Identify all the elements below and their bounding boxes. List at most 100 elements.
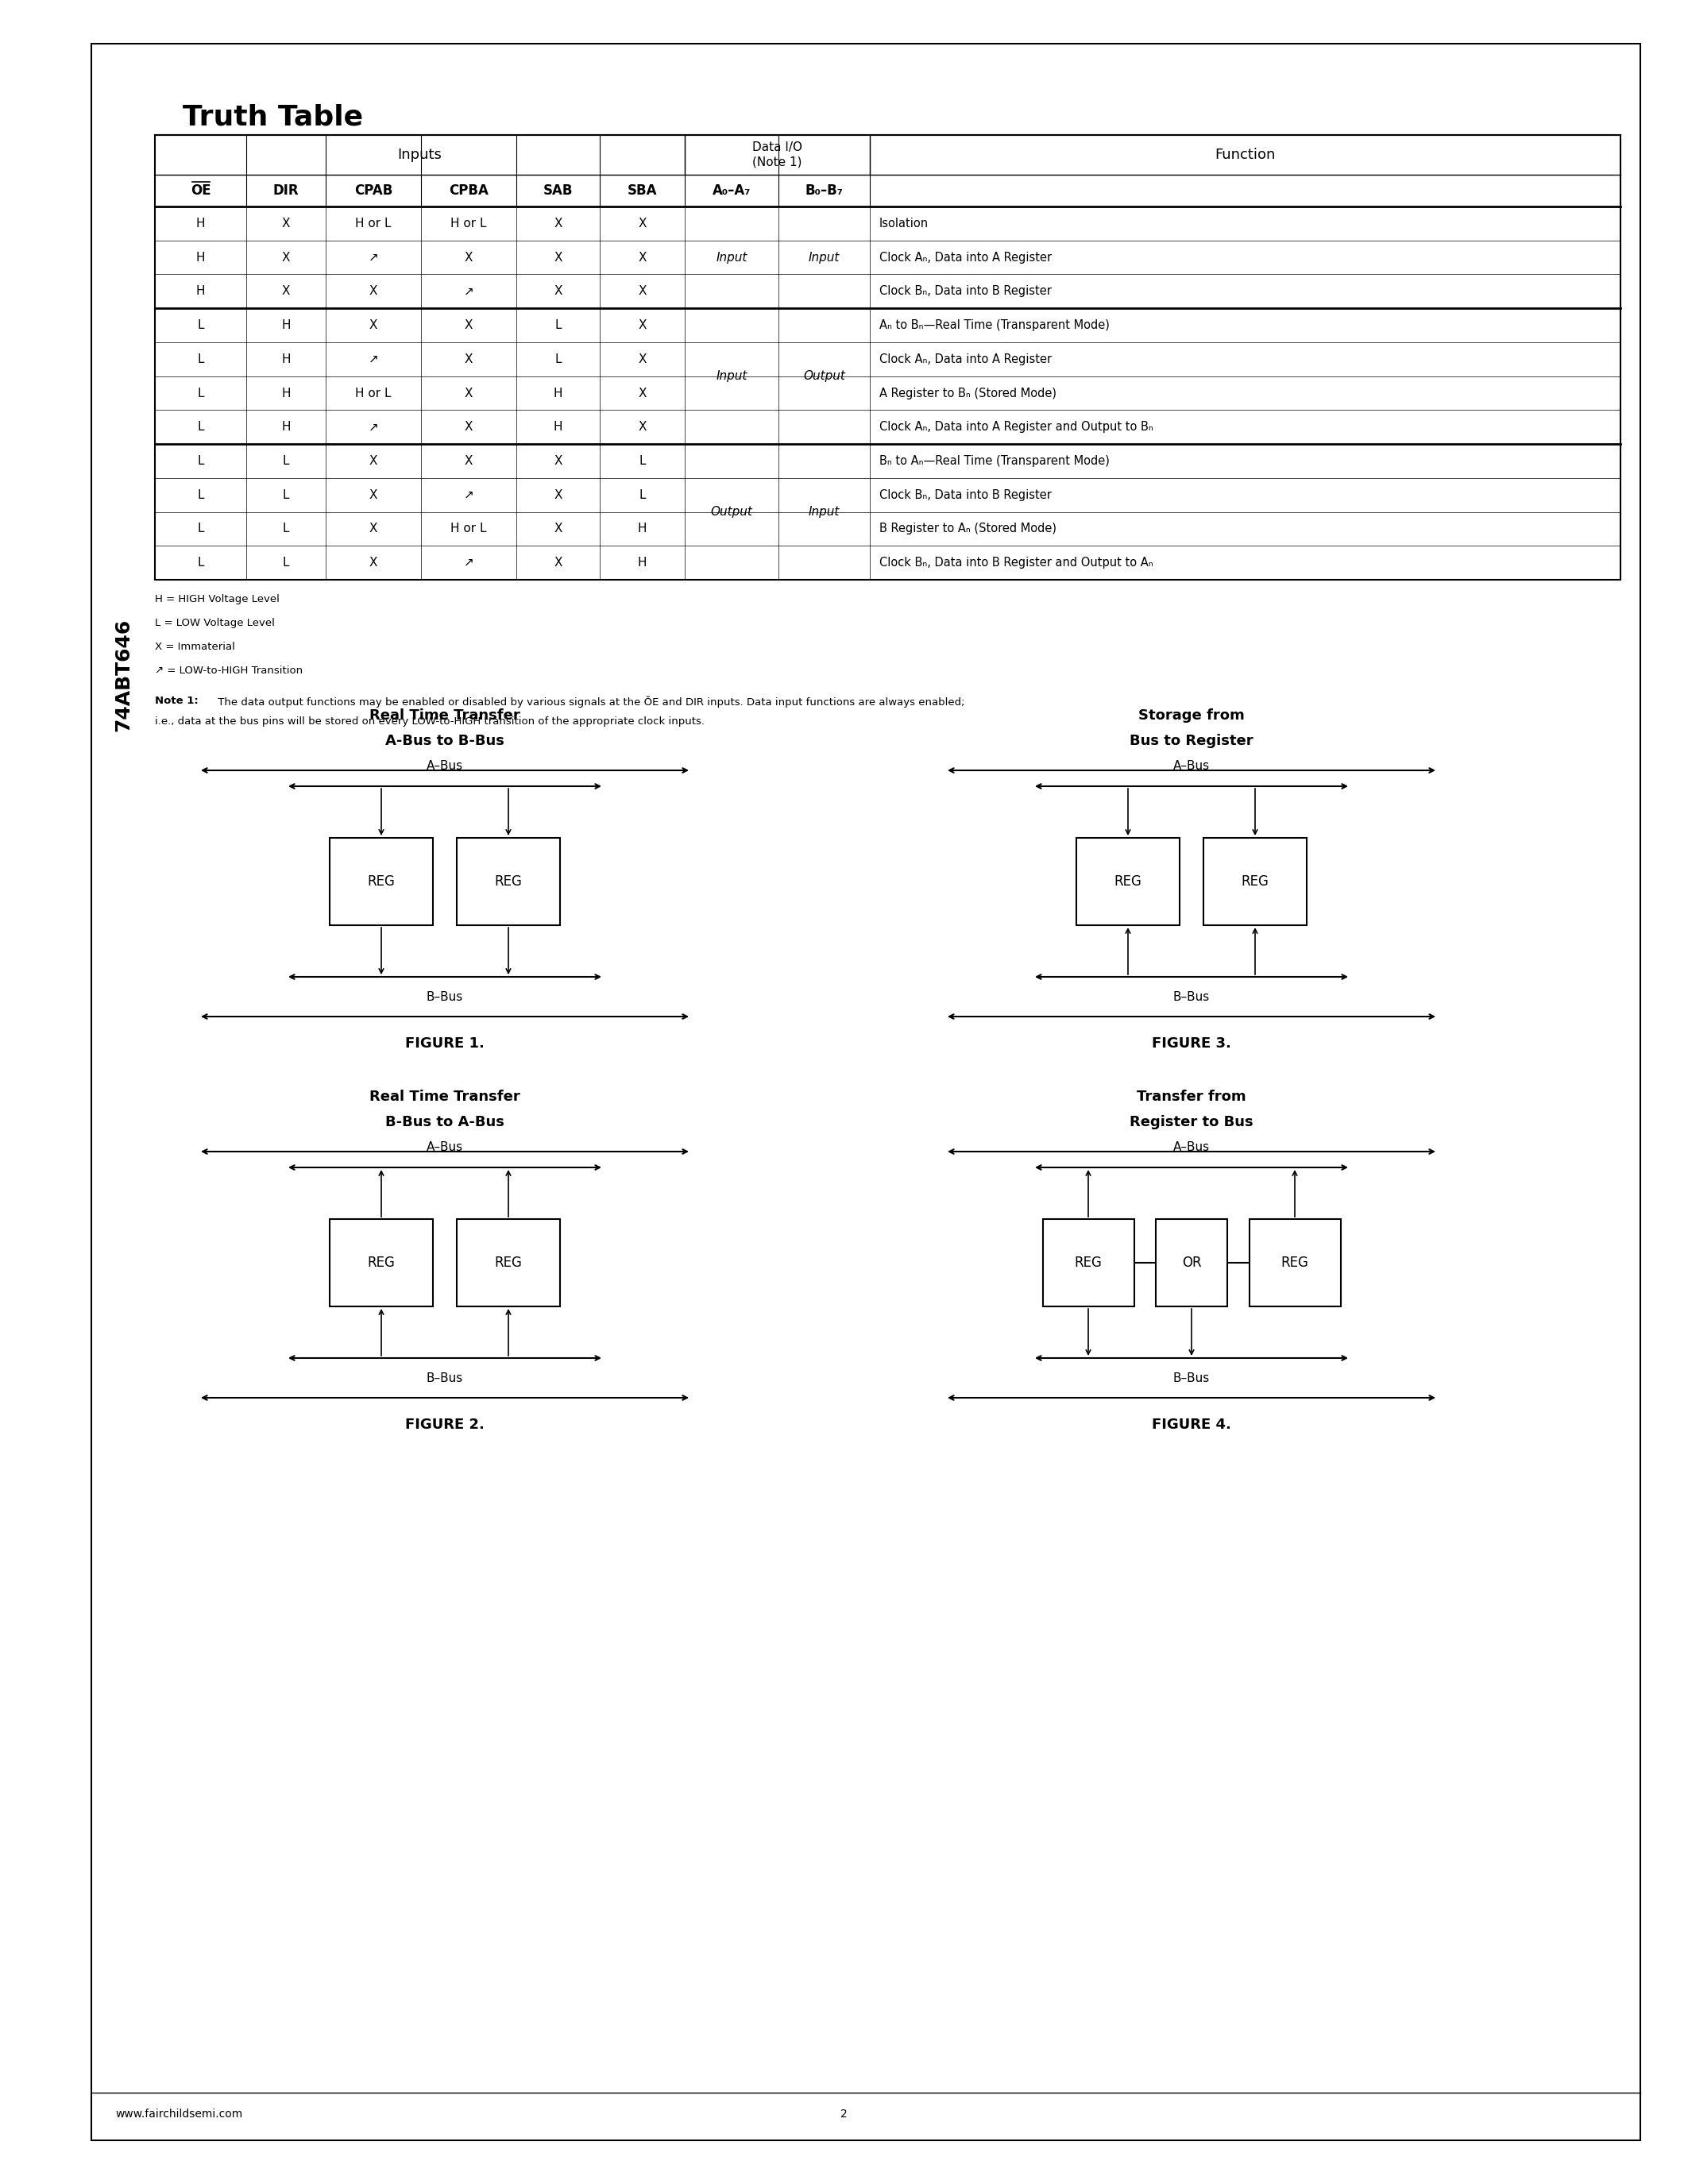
Text: L: L	[555, 319, 562, 332]
Text: Function: Function	[1215, 149, 1276, 162]
Bar	[457, 1219, 560, 1306]
Text: B–Bus: B–Bus	[1173, 992, 1210, 1002]
Text: Inputs: Inputs	[398, 149, 442, 162]
Text: H: H	[554, 422, 562, 432]
Text: REG: REG	[1114, 874, 1141, 889]
Text: L: L	[197, 454, 204, 467]
Text: Truth Table: Truth Table	[182, 103, 363, 131]
Text: X: X	[464, 319, 473, 332]
Text: Clock Aₙ, Data into A Register: Clock Aₙ, Data into A Register	[879, 354, 1052, 365]
Text: Data I/O
(Note 1): Data I/O (Note 1)	[753, 142, 802, 168]
Text: Output: Output	[803, 371, 846, 382]
Text: A–Bus: A–Bus	[427, 1142, 463, 1153]
Bar	[1043, 1219, 1134, 1306]
Text: SAB: SAB	[544, 183, 572, 199]
Text: ↗: ↗	[368, 251, 378, 264]
Text: REG: REG	[368, 1256, 395, 1269]
Text: X: X	[554, 489, 562, 500]
Text: CPBA: CPBA	[449, 183, 488, 199]
Text: L = LOW Voltage Level: L = LOW Voltage Level	[155, 618, 275, 629]
Text: Clock Bₙ, Data into B Register: Clock Bₙ, Data into B Register	[879, 286, 1052, 297]
Text: Clock Bₙ, Data into B Register: Clock Bₙ, Data into B Register	[879, 489, 1052, 500]
Text: A-Bus to B-Bus: A-Bus to B-Bus	[385, 734, 505, 749]
Text: X: X	[554, 557, 562, 568]
Text: REG: REG	[495, 874, 522, 889]
Text: Input: Input	[809, 251, 841, 264]
Text: H: H	[282, 354, 290, 365]
Text: X: X	[370, 557, 378, 568]
Text: L: L	[282, 489, 289, 500]
Text: Storage from: Storage from	[1138, 708, 1244, 723]
Text: Input: Input	[716, 371, 748, 382]
Text: FIGURE 3.: FIGURE 3.	[1151, 1037, 1231, 1051]
Text: B–Bus: B–Bus	[427, 992, 463, 1002]
Text: X: X	[554, 286, 562, 297]
Text: Bₙ to Aₙ—Real Time (Transparent Mode): Bₙ to Aₙ—Real Time (Transparent Mode)	[879, 454, 1109, 467]
Text: L: L	[282, 557, 289, 568]
Text: H: H	[196, 286, 206, 297]
Text: X: X	[370, 319, 378, 332]
Text: FIGURE 4.: FIGURE 4.	[1151, 1417, 1231, 1433]
Text: A₀–A₇: A₀–A₇	[712, 183, 751, 199]
Text: ↗: ↗	[464, 286, 474, 297]
Text: L: L	[197, 319, 204, 332]
Text: 74ABT646: 74ABT646	[113, 618, 133, 732]
Text: Real Time Transfer: Real Time Transfer	[370, 708, 520, 723]
Text: H: H	[196, 218, 206, 229]
Text: L: L	[197, 489, 204, 500]
Text: FIGURE 1.: FIGURE 1.	[405, 1037, 484, 1051]
Text: H: H	[196, 251, 206, 264]
Text: L: L	[282, 454, 289, 467]
Text: Output: Output	[711, 507, 753, 518]
Text: X: X	[554, 251, 562, 264]
Text: REG: REG	[368, 874, 395, 889]
Text: ↗: ↗	[464, 557, 474, 568]
Bar	[1249, 1219, 1340, 1306]
Text: H: H	[638, 557, 647, 568]
Text: Transfer from: Transfer from	[1138, 1090, 1246, 1103]
Text: Real Time Transfer: Real Time Transfer	[370, 1090, 520, 1103]
Text: REG: REG	[1241, 874, 1269, 889]
Text: Clock Aₙ, Data into A Register and Output to Bₙ: Clock Aₙ, Data into A Register and Outpu…	[879, 422, 1153, 432]
Text: X: X	[638, 387, 647, 400]
Text: L: L	[555, 354, 562, 365]
Text: H or L: H or L	[354, 218, 392, 229]
Text: A–Bus: A–Bus	[1173, 1142, 1210, 1153]
Text: REG: REG	[495, 1256, 522, 1269]
Text: X: X	[282, 251, 290, 264]
Text: H = HIGH Voltage Level: H = HIGH Voltage Level	[155, 594, 280, 605]
Text: Input: Input	[716, 251, 748, 264]
Text: B–Bus: B–Bus	[427, 1372, 463, 1385]
Text: OR: OR	[1182, 1256, 1202, 1269]
Text: DIR: DIR	[273, 183, 299, 199]
Text: The data output functions may be enabled or disabled by various signals at the Ŏ: The data output functions may be enabled…	[214, 697, 966, 708]
Bar	[1156, 1219, 1227, 1306]
Text: 2: 2	[841, 2108, 847, 2121]
Text: SBA: SBA	[628, 183, 657, 199]
Bar	[155, 135, 1620, 579]
Text: Isolation: Isolation	[879, 218, 928, 229]
Text: ↗: ↗	[368, 354, 378, 365]
Text: A–Bus: A–Bus	[1173, 760, 1210, 771]
Text: REG: REG	[1075, 1256, 1102, 1269]
Text: B Register to Aₙ (Stored Mode): B Register to Aₙ (Stored Mode)	[879, 522, 1057, 535]
Text: X: X	[370, 454, 378, 467]
Text: X: X	[464, 354, 473, 365]
Text: X: X	[554, 522, 562, 535]
Bar	[1204, 839, 1307, 926]
Text: X: X	[370, 286, 378, 297]
Text: L: L	[197, 422, 204, 432]
Text: L: L	[197, 387, 204, 400]
Text: B–Bus: B–Bus	[1173, 1372, 1210, 1385]
Text: REG: REG	[1281, 1256, 1308, 1269]
Text: X: X	[638, 354, 647, 365]
Text: X: X	[464, 454, 473, 467]
Text: Clock Aₙ, Data into A Register: Clock Aₙ, Data into A Register	[879, 251, 1052, 264]
Text: H or L: H or L	[354, 387, 392, 400]
Text: H or L: H or L	[451, 218, 486, 229]
Text: X: X	[464, 251, 473, 264]
Text: X: X	[370, 522, 378, 535]
Text: L: L	[197, 557, 204, 568]
Text: H: H	[554, 387, 562, 400]
Text: OE: OE	[191, 183, 211, 199]
